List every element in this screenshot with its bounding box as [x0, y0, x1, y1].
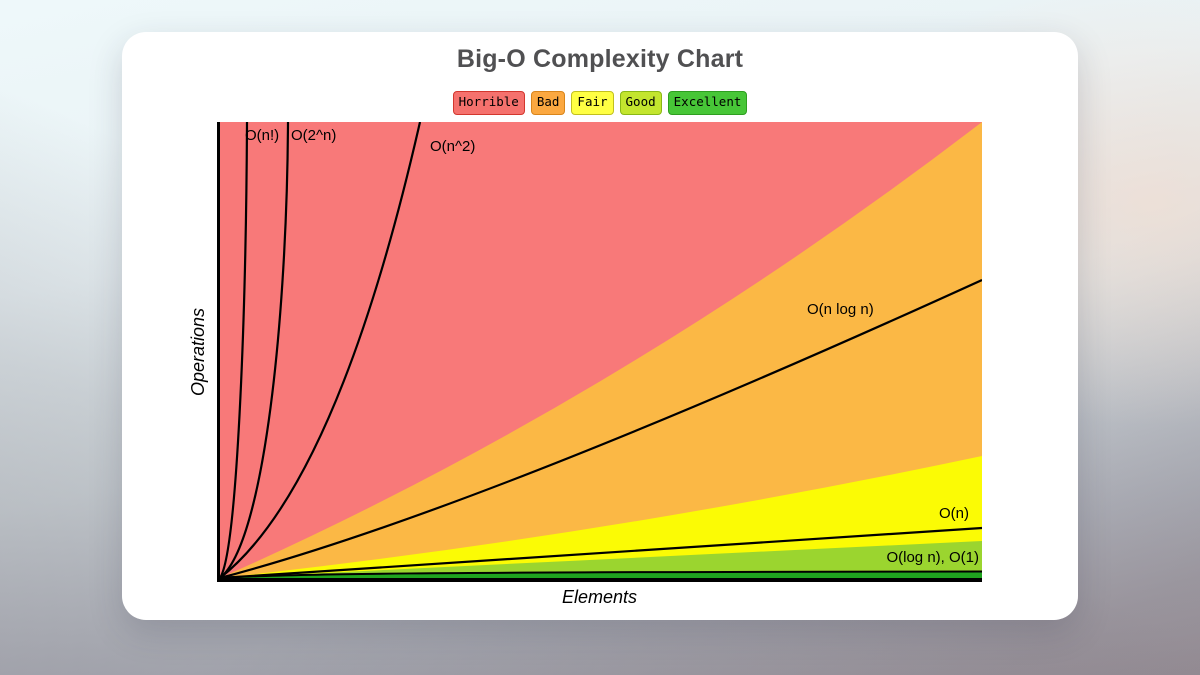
legend-badge-good: Good — [619, 91, 662, 115]
y-axis-label: Operations — [188, 307, 208, 397]
curve-label-o-n-factorial: O(n!) — [245, 127, 280, 144]
chart-card: Big-O Complexity Chart Horrible Bad Fair… — [122, 32, 1078, 620]
region-bad — [220, 122, 982, 578]
legend-badge-horrible: Horrible — [452, 91, 525, 115]
curve-label-o-n-log-n: O(n log n) — [807, 301, 874, 318]
curve-label-o-2n: O(2^n) — [291, 127, 337, 144]
legend-badge-bad: Bad — [530, 91, 566, 115]
complexity-chart-svg — [217, 122, 982, 582]
curve-o-n2 — [219, 122, 422, 579]
legend: Horrible Bad Fair Good Excellent — [122, 91, 1078, 115]
curve-label-o-n2: O(n^2) — [430, 138, 476, 155]
legend-badge-excellent: Excellent — [667, 91, 748, 115]
y-axis-line — [217, 122, 220, 582]
legend-badge-fair: Fair — [571, 91, 614, 115]
curve-label-o-log-n-o-1: O(log n), O(1) — [886, 549, 979, 566]
curve-o-n — [219, 526, 982, 580]
chart-area: O(n!) O(2^n) O(n^2) O(n log n) O(n) O(lo… — [188, 122, 982, 582]
curve-o-n-log-n — [219, 278, 982, 580]
region-fair — [220, 456, 982, 578]
x-axis-line — [217, 578, 982, 582]
curve-o-2n — [219, 122, 290, 579]
curve-label-o-n: O(n) — [939, 505, 969, 522]
page-title: Big-O Complexity Chart — [456, 45, 744, 73]
x-axis-label: Elements — [561, 587, 638, 607]
region-good — [220, 541, 982, 578]
curve-o-n-factorial — [219, 122, 249, 579]
